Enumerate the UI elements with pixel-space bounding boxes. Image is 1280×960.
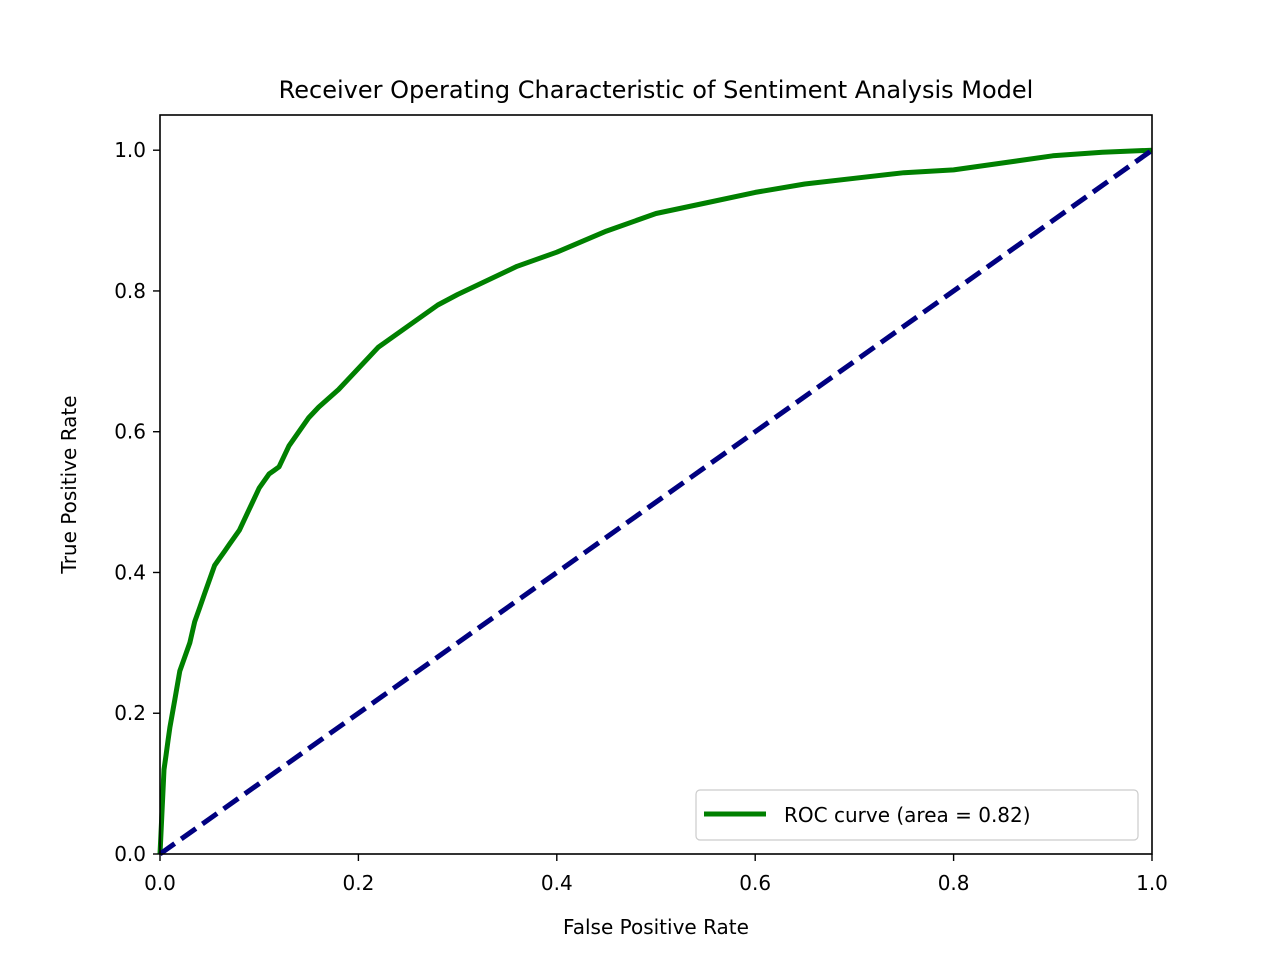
chart-title: Receiver Operating Characteristic of Sen…: [279, 76, 1034, 104]
y-tick-label: 0.2: [114, 701, 146, 725]
x-tick-label: 0.8: [938, 871, 970, 895]
y-tick-label: 1.0: [114, 138, 146, 162]
chance-diagonal-line: [158, 148, 1154, 857]
x-tick-label: 1.0: [1136, 871, 1168, 895]
y-tick-label: 0.6: [114, 420, 146, 444]
plot-frame: [159, 114, 1153, 855]
legend: ROC curve (area = 0.82): [695, 789, 1139, 841]
x-tick-label: 0.2: [342, 871, 374, 895]
x-axis-title: False Positive Rate: [563, 915, 749, 939]
plot-area: [157, 147, 1154, 857]
roc-curve-line: [157, 147, 1153, 855]
y-axis-title: True Positive Rate: [57, 395, 81, 574]
x-tick-label: 0.4: [541, 871, 573, 895]
x-tick-label: 0.0: [144, 871, 176, 895]
x-tick-label: 0.6: [739, 871, 771, 895]
axis-ticks: 0.0 0.2 0.4 0.6 0.8 1.0 0.0 0.2 0.4 0.6 0.8 1.0: [114, 138, 1168, 895]
y-tick-label: 0.4: [114, 560, 146, 584]
y-tick-label: 0.0: [114, 842, 146, 866]
y-tick-label: 0.8: [114, 279, 146, 303]
legend-box: [695, 789, 1139, 841]
legend-label-roc-curve: ROC curve (area = 0.82): [784, 803, 1031, 827]
